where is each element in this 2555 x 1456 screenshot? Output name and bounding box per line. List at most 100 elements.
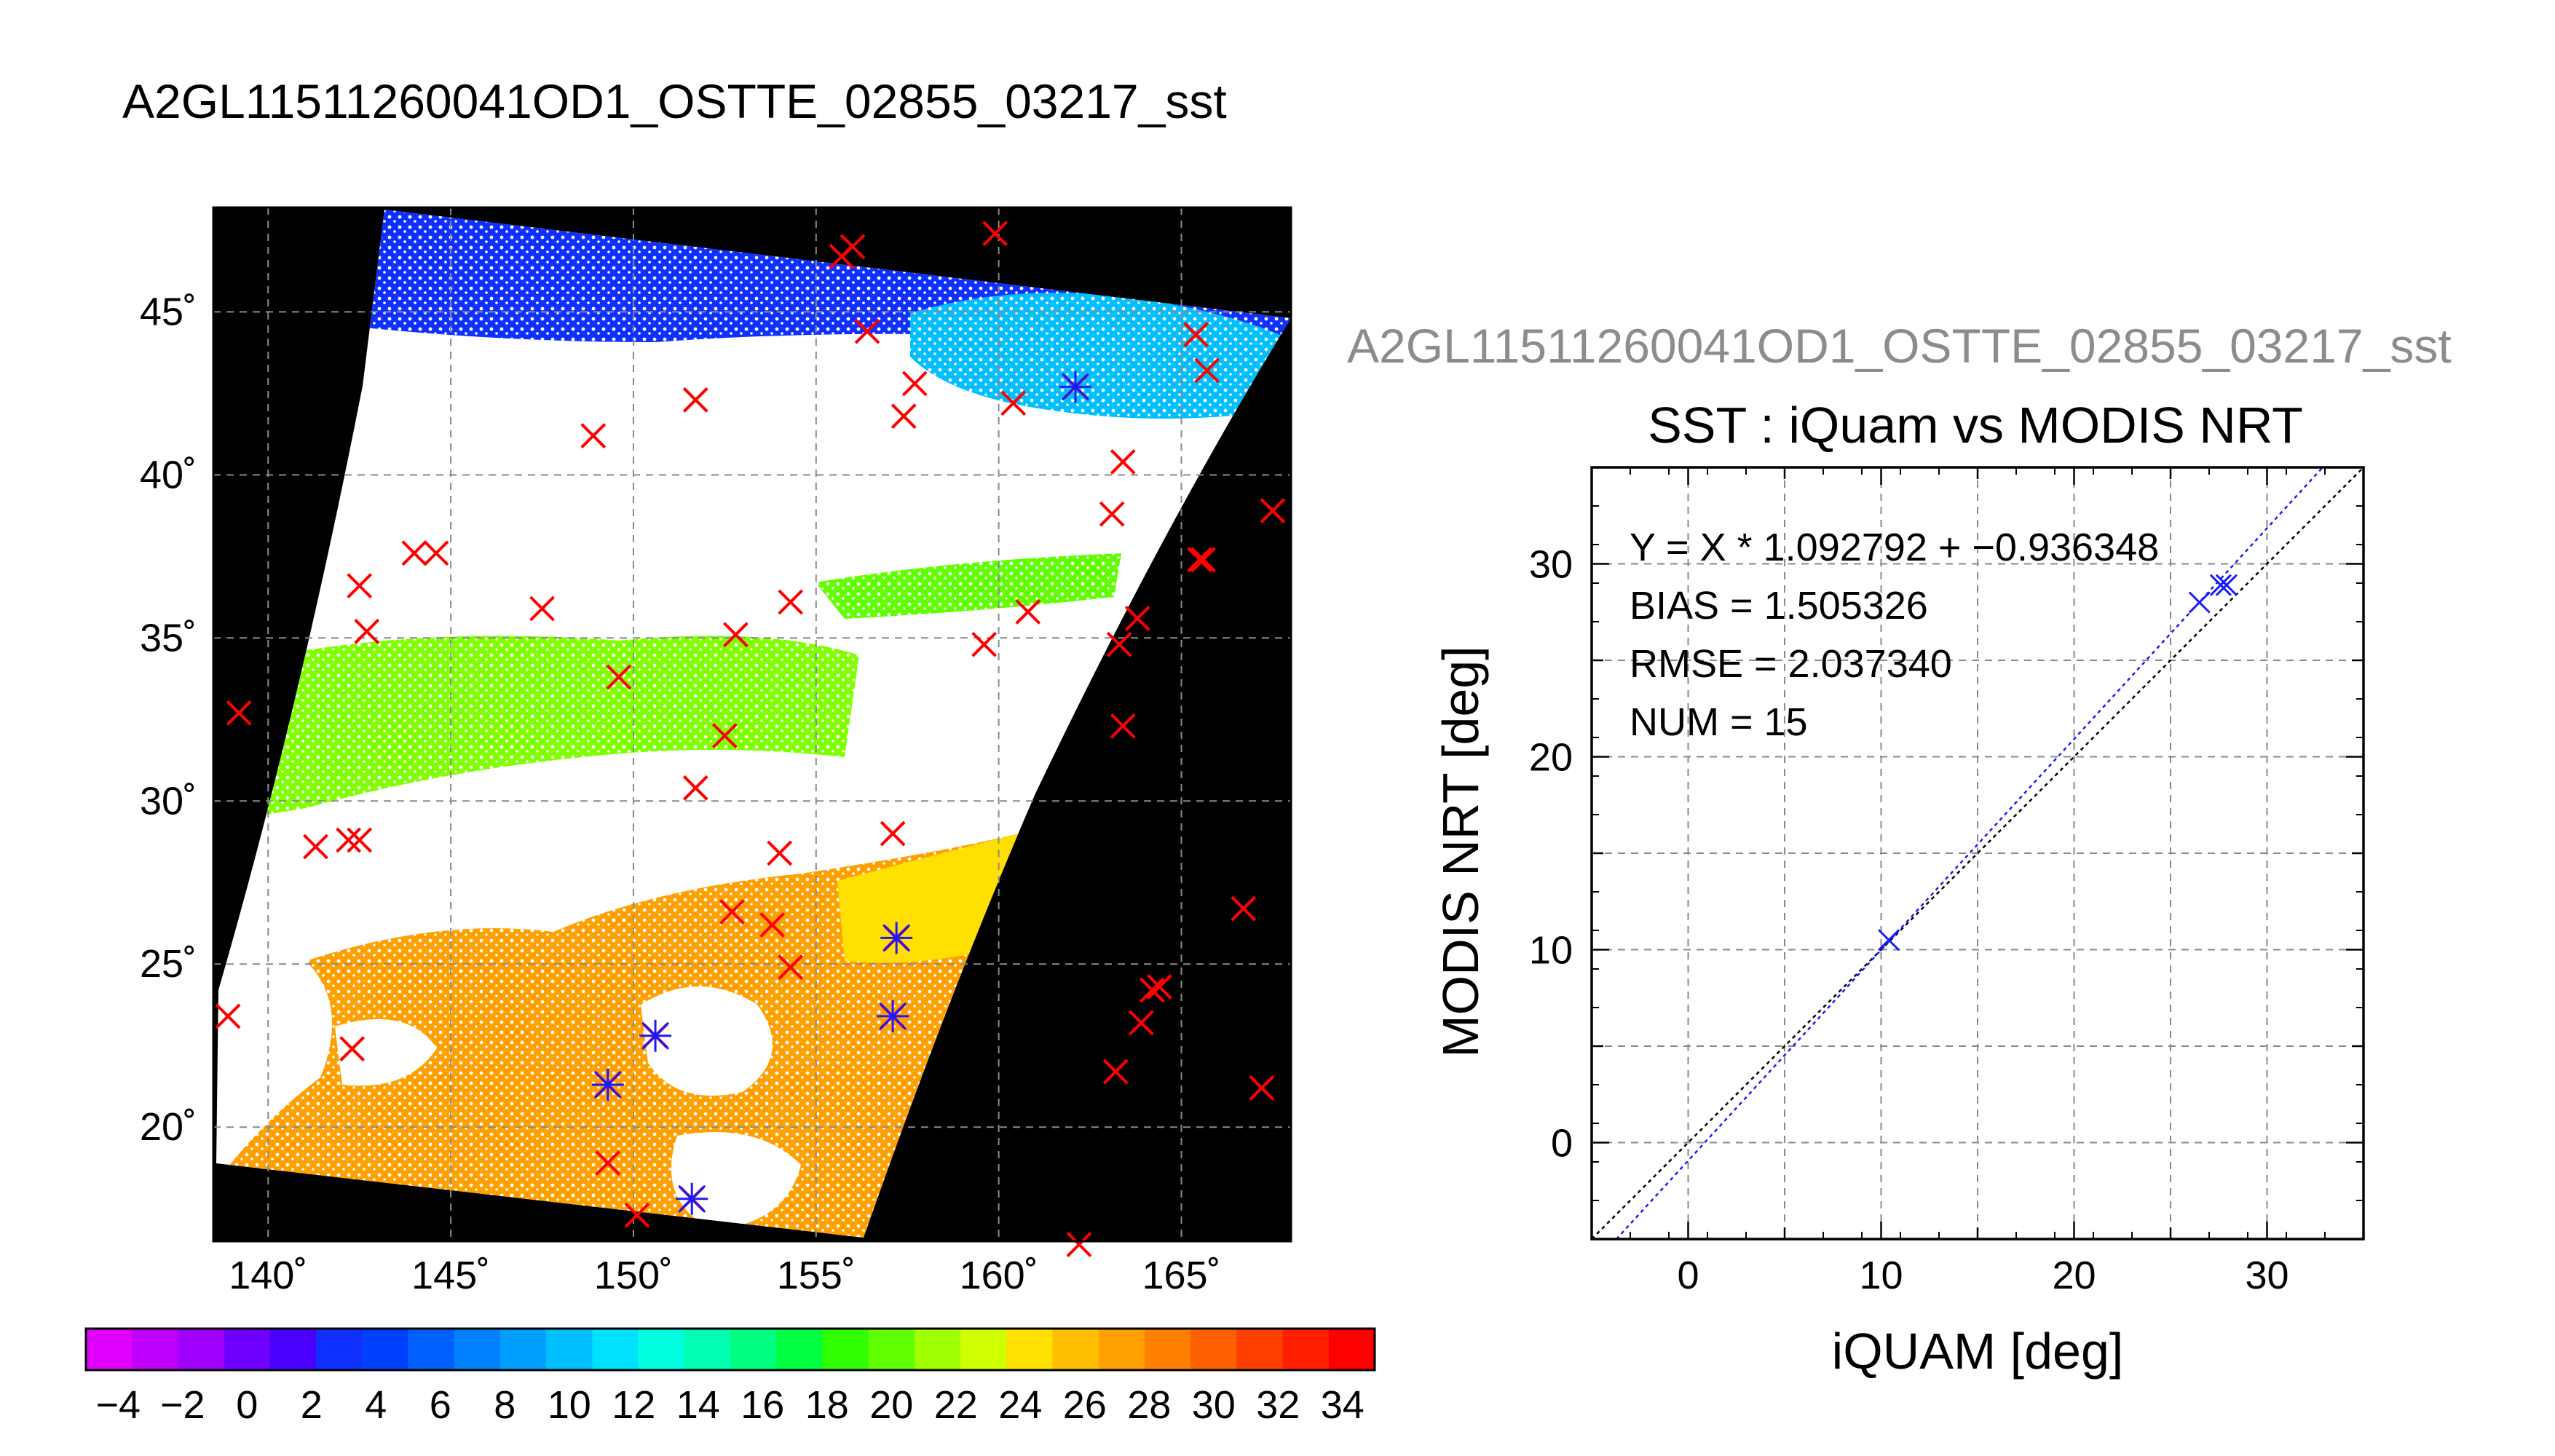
- map-markers: [215, 221, 1286, 1257]
- colorbar-cell: [1282, 1329, 1330, 1370]
- colorbar-tick-label: 4: [365, 1383, 387, 1427]
- colorbar: −4 −2 0 2 4 6 8 10 12 14 16 18 20 22 24 26 28 30 32 34: [84, 1327, 1376, 1427]
- colorbar-cell: [1236, 1329, 1284, 1370]
- colorbar-cell: [546, 1329, 593, 1370]
- map-matched-marker: [1059, 371, 1091, 403]
- map-matchup-marker: [891, 403, 917, 430]
- colorbar-cell: [868, 1329, 915, 1370]
- stats-rmse: RMSE = 2.037340: [1630, 642, 1952, 686]
- map-matchup-marker: [215, 1003, 241, 1029]
- colorbar-cell: [454, 1329, 501, 1370]
- map-x-tick-label: 165˚: [1142, 1254, 1220, 1297]
- map-matchup-marker: [1146, 974, 1172, 1000]
- map-matchup-marker: [1249, 1075, 1275, 1101]
- map-matchup-marker: [580, 423, 607, 448]
- colorbar-cell: [132, 1329, 179, 1370]
- map-matchup-marker: [1066, 1232, 1092, 1257]
- map-matchup-marker: [711, 723, 738, 749]
- map-matched-marker: [880, 922, 913, 954]
- map-y-tick-label: 35˚: [140, 616, 197, 660]
- scatter-x-tick-label: 30: [2245, 1254, 2289, 1297]
- colorbar-cell: [776, 1329, 824, 1370]
- scatter-stats: Y = X * 1.092792 + −0.936348 BIAS = 1.50…: [1630, 526, 2159, 744]
- map-matchup-marker: [347, 827, 373, 853]
- map-matchup-marker: [336, 827, 362, 853]
- fit-line: [1615, 467, 2324, 1239]
- map-matchup-marker: [1124, 606, 1150, 631]
- scatter-point: [2188, 591, 2211, 614]
- colorbar-cell: [1190, 1329, 1237, 1370]
- colorbar-tick-label: −2: [160, 1383, 205, 1427]
- map-matchup-marker: [1139, 977, 1165, 1003]
- colorbar-tick-label: 20: [869, 1383, 913, 1427]
- map-matched-marker: [639, 1019, 672, 1052]
- map-matched-marker: [591, 1068, 624, 1101]
- map-matchup-marker: [339, 1036, 366, 1062]
- map-matchup-marker: [682, 387, 708, 413]
- map-matchup-marker: [854, 318, 880, 344]
- map-matchup-marker: [354, 618, 380, 644]
- map-matchup-marker: [226, 700, 252, 726]
- colorbar-cell: [822, 1329, 869, 1370]
- colorbar-frame: [84, 1327, 1376, 1372]
- map-x-tick-label: 145˚: [411, 1254, 490, 1297]
- map-matchup-marker: [901, 371, 928, 397]
- scatter-y-tick-label: 10: [1529, 929, 1573, 973]
- figure-title: A2GL11511260041OD1_OSTTE_02855_03217_sst: [122, 74, 1227, 128]
- map-x-tick-label: 160˚: [960, 1254, 1038, 1297]
- map-matchup-marker: [624, 1202, 650, 1228]
- map-matchup-marker: [606, 664, 632, 690]
- scatter-x-tick-label: 10: [1859, 1254, 1903, 1297]
- map-matchup-marker: [1110, 448, 1136, 475]
- map-matchup-marker: [1260, 498, 1286, 524]
- colorbar-cell: [499, 1329, 547, 1370]
- scatter-points: [1878, 574, 2238, 951]
- scatter-grid: [1592, 467, 2364, 1239]
- colorbar-tick-label: 12: [612, 1383, 655, 1427]
- map-tick-labels: 140˚ 145˚ 150˚ 155˚ 160˚ 165˚ 20˚ 25˚ 30˚ 35˚ 40˚ 4…: [140, 290, 1221, 1297]
- map-matchup-marker: [423, 540, 449, 566]
- scatter-point: [2215, 574, 2238, 596]
- map-x-tick-label: 140˚: [229, 1254, 307, 1297]
- map-matchup-marker: [1231, 895, 1257, 922]
- colorbar-tick-label: 34: [1321, 1383, 1365, 1427]
- scatter-y-tick-label: 30: [1529, 543, 1573, 587]
- colorbar-cell: [1098, 1329, 1145, 1370]
- colorbar-cell: [592, 1329, 639, 1370]
- map-matchup-marker: [1183, 322, 1209, 348]
- map-matchup-marker: [759, 912, 786, 938]
- colorbar-tick-labels: −4 −2 0 2 4 6 8 10 12 14 16 18 20 22 24 26 28 30 32 34: [95, 1383, 1364, 1427]
- map-y-tick-label: 45˚: [140, 290, 197, 333]
- scatter-y-tick-label: 20: [1529, 736, 1573, 780]
- colorbar-tick-label: −4: [95, 1383, 141, 1427]
- colorbar-cell: [960, 1329, 1007, 1370]
- colorbar-tick-label: 24: [998, 1383, 1042, 1427]
- map-y-tick-label: 25˚: [140, 942, 197, 986]
- colorbar-cell: [1144, 1329, 1191, 1370]
- scatter-point: [2209, 574, 2232, 596]
- colorbar-cell: [730, 1329, 777, 1370]
- map-matchup-marker: [1102, 1059, 1129, 1085]
- colorbar-tick-label: 0: [236, 1383, 258, 1427]
- colorbar-cells: [86, 1329, 1375, 1370]
- colorbar-cell: [638, 1329, 685, 1370]
- map-matchup-marker: [1194, 357, 1220, 384]
- colorbar-cell: [408, 1329, 455, 1370]
- scatter-title: SST : iQuam vs MODIS NRT: [1648, 397, 2303, 454]
- map-matchup-marker: [719, 899, 745, 925]
- colorbar-tick-label: 22: [934, 1383, 978, 1427]
- map-matchup-marker: [829, 243, 855, 269]
- map-matchup-marker: [767, 840, 793, 866]
- colorbar-tick-label: 32: [1256, 1383, 1300, 1427]
- map-matchup-marker: [1099, 501, 1125, 527]
- map-matchup-marker: [1015, 599, 1041, 625]
- map-matchup-marker: [971, 631, 997, 657]
- map-frame: [212, 206, 1292, 1243]
- map-x-tick-label: 155˚: [777, 1254, 856, 1297]
- map-matchup-marker: [778, 954, 804, 981]
- colorbar-cell: [1328, 1329, 1375, 1370]
- map-y-tick-label: 20˚: [140, 1105, 197, 1149]
- map-matchup-marker: [529, 596, 555, 622]
- colorbar-cell: [362, 1329, 409, 1370]
